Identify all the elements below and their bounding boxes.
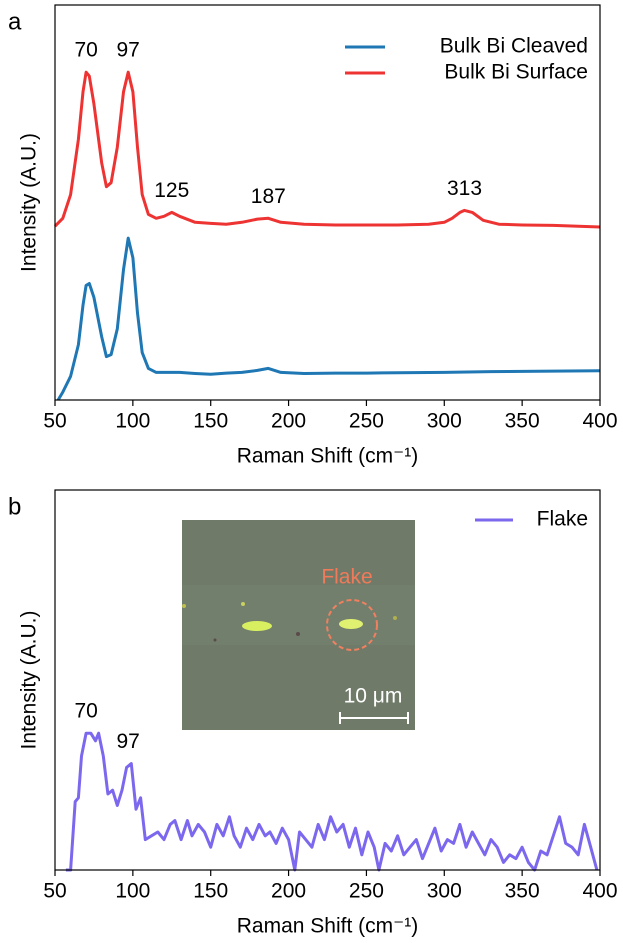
inset-dot bbox=[393, 616, 397, 620]
x-tick-label: 100 bbox=[115, 410, 150, 433]
x-tick-label: 50 bbox=[43, 410, 66, 433]
x-tick-label: 100 bbox=[115, 880, 150, 903]
panel: b 50 100 150 200 250 300 350 400 Raman Shift (cm⁻… bbox=[8, 489, 618, 938]
series-line bbox=[56, 236, 601, 401]
x-tick-label: 400 bbox=[582, 410, 617, 433]
x-tick-label: 400 bbox=[582, 880, 617, 903]
legend-label: Bulk Bi Surface bbox=[444, 61, 588, 84]
plot-frame bbox=[54, 489, 601, 871]
peak-label: 125 bbox=[154, 179, 189, 202]
peak-label: 187 bbox=[251, 185, 286, 208]
panel: a 50 100 150 200 250 300 350 400 Raman Shift (cm⁻… bbox=[8, 4, 618, 468]
inset-crystal bbox=[339, 619, 363, 629]
inset-dot bbox=[241, 602, 245, 606]
x-axis-label: Raman Shift (cm⁻¹) bbox=[237, 915, 418, 938]
x-tick-label: 150 bbox=[193, 410, 228, 433]
x-tick-label: 300 bbox=[427, 880, 462, 903]
x-tick-label: 200 bbox=[271, 410, 306, 433]
plot-frame bbox=[54, 4, 601, 401]
panel-label: a bbox=[8, 8, 22, 35]
peak-label: 70 bbox=[74, 700, 97, 723]
y-axis-label: Intensity (A.U.) bbox=[18, 611, 41, 750]
legend-label: Flake bbox=[537, 508, 588, 531]
x-tick-label: 300 bbox=[427, 410, 462, 433]
flake-circle bbox=[326, 599, 378, 651]
x-axis-label: Raman Shift (cm⁻¹) bbox=[237, 445, 418, 468]
panel-label: b bbox=[8, 493, 21, 520]
scale-bar-label: 10 μm bbox=[344, 685, 403, 708]
inset-label: Flake bbox=[321, 566, 372, 589]
inset-dot bbox=[213, 638, 217, 642]
inset-band bbox=[182, 585, 415, 645]
inset-dot bbox=[182, 604, 186, 608]
series-line bbox=[65, 731, 599, 872]
x-tick-label: 200 bbox=[271, 880, 306, 903]
x-tick-label: 350 bbox=[505, 880, 540, 903]
x-tick-label: 150 bbox=[193, 880, 228, 903]
x-tick-label: 350 bbox=[505, 410, 540, 433]
inset: Flake 10 μm bbox=[182, 520, 415, 730]
peak-label: 97 bbox=[117, 730, 140, 753]
legend-label: Bulk Bi Cleaved bbox=[440, 35, 588, 58]
y-axis-label: Intensity (A.U.) bbox=[18, 133, 41, 272]
x-tick-label: 250 bbox=[349, 410, 384, 433]
peak-label: 97 bbox=[117, 39, 140, 62]
inset-dot bbox=[296, 632, 300, 636]
peak-label: 70 bbox=[74, 39, 97, 62]
peak-label: 313 bbox=[447, 177, 482, 200]
series-line bbox=[53, 70, 601, 229]
x-tick-label: 250 bbox=[349, 880, 384, 903]
x-tick-label: 50 bbox=[43, 880, 66, 903]
inset-crystal bbox=[242, 621, 272, 631]
